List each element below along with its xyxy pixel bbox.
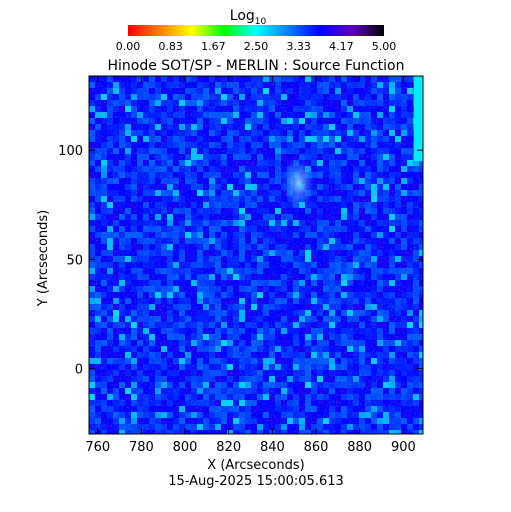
x-tick-label: 860 [304,440,329,455]
x-tick-label: 780 [129,440,154,455]
x-tick-label: 820 [216,440,241,455]
plot-frame [88,75,424,435]
colorbar-tick-label: 2.50 [244,40,269,53]
x-tick-label: 800 [173,440,198,455]
y-tick-label: 100 [58,144,83,159]
y-tick-label: 0 [75,363,83,378]
timestamp: 15-Aug-2025 15:00:05.613 [168,474,344,489]
colorbar-tick-label: 3.33 [286,40,311,53]
x-tick-label: 880 [347,440,372,455]
y-axis-ticks: 0 50 100 [58,144,423,378]
colorbar-label-sub: 10 [255,17,267,27]
heatmap-feature [413,76,423,162]
y-tick-label: 50 [66,253,83,268]
colorbar-label-base: Log [230,8,255,24]
chart-title: Hinode SOT/SP - MERLIN : Source Function [107,58,404,74]
x-tick-label: 840 [260,440,285,455]
heatmap-features [282,76,423,209]
x-axis-label: X (Arcseconds) [207,458,304,473]
colorbar-tick-label: 4.17 [329,40,354,53]
colorbar-tick-label: 0.00 [116,40,141,53]
colorbar-tick-label: 0.83 [158,40,183,53]
x-tick-label: 900 [391,440,416,455]
colorbar-ticks: 0.00 0.83 1.67 2.50 3.33 4.17 5.00 [116,40,397,53]
heatmap-image [89,76,423,434]
y-axis-label: Y (Arcseconds) [36,210,51,307]
heatmap-speckle [89,76,423,434]
x-axis-ticks: 760 780 800 820 840 860 880 900 [85,76,416,455]
colorbar-tick-label: 1.67 [201,40,226,53]
heatmap-feature [282,156,315,209]
colorbar-title: Log10 [230,8,267,27]
colorbar [128,25,384,36]
colorbar-tick-label: 5.00 [372,40,397,53]
x-tick-label: 760 [85,440,110,455]
